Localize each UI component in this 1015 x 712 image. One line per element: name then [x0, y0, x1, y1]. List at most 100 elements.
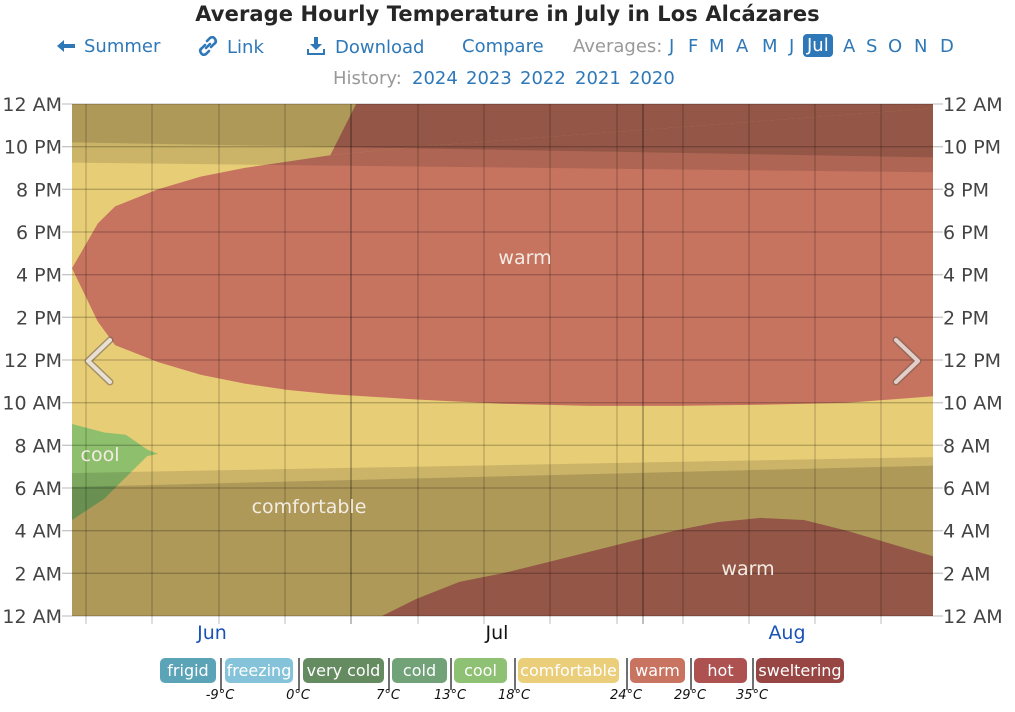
region-labels: comfortable cool warm warm	[81, 247, 775, 580]
x-tick-label: Jun	[196, 622, 227, 644]
legend-separator	[298, 658, 300, 690]
grid-lines	[62, 103, 943, 624]
y-tick-label-right: 12 AM	[943, 606, 1003, 628]
next-month-arrow[interactable]	[892, 336, 922, 386]
y-tick-label-left: 2 AM	[14, 563, 62, 585]
y-tick-label-left: 6 PM	[16, 222, 62, 244]
legend-item-very-cold: very cold	[303, 658, 384, 683]
y-tick-label-right: 10 AM	[943, 393, 1003, 415]
compare-link[interactable]: Compare	[462, 36, 544, 57]
region-warm-night	[382, 517, 933, 616]
legend-threshold-label: -9°C	[205, 688, 235, 703]
legend-separator	[388, 658, 390, 690]
month-sep[interactable]: S	[866, 36, 878, 57]
toolbar: Summer Link Download Compare Averages: J…	[0, 34, 1015, 64]
legend-item-freezing: freezing	[225, 658, 293, 683]
month-aug[interactable]: A	[843, 36, 856, 57]
y-tick-label-right: 2 PM	[943, 307, 989, 329]
region-label-warm-night: warm	[721, 558, 774, 580]
region-cool	[72, 424, 159, 520]
y-tick-label-left: 10 AM	[2, 393, 62, 415]
legend-threshold-label: 18°C	[497, 688, 531, 703]
month-jul[interactable]: Jul	[803, 34, 833, 57]
night-overlay	[72, 104, 933, 616]
download-button[interactable]: Download	[306, 36, 424, 58]
download-label: Download	[335, 37, 425, 58]
history-year-2021[interactable]: 2021	[575, 68, 621, 89]
month-apr[interactable]: A	[736, 36, 749, 57]
legend: frigid freezing very cold cold cool comfortab…	[0, 658, 1015, 712]
y-tick-label-right: 4 PM	[943, 265, 989, 287]
history-year-2020[interactable]: 2020	[629, 68, 675, 89]
y-tick-label-right: 12 AM	[943, 94, 1003, 116]
twilight-overlay-evening	[72, 142, 933, 173]
y-tick-label-left: 12 PM	[4, 350, 62, 372]
temperature-chart: 12 AM 12 AM 2 AM 2 AM 4 AM 4 AM 6 AM 6 AM 8 AM 8 …	[2, 94, 1002, 644]
history-year-2022[interactable]: 2022	[520, 68, 566, 89]
region-label-cool: cool	[81, 444, 120, 466]
y-tick-label-left: 6 AM	[14, 478, 62, 500]
legend-separator	[450, 658, 452, 690]
y-tick-label-right: 12 PM	[943, 350, 1001, 372]
y-tick-label-right: 10 PM	[943, 137, 1001, 159]
plot-regions	[72, 104, 933, 616]
legend-item-warm: warm	[630, 658, 685, 683]
y-tick-label-left: 8 PM	[16, 179, 62, 201]
chevron-left-icon	[86, 338, 112, 384]
legend-item-frigid: frigid	[160, 658, 216, 683]
y-tick-label-right: 6 PM	[943, 222, 989, 244]
y-tick-label-right: 8 PM	[943, 179, 989, 201]
legend-threshold-label: 7°C	[376, 688, 400, 703]
history-label: History:	[333, 68, 402, 89]
x-tick-label: Jul	[485, 622, 509, 644]
axes: 12 AM 12 AM 2 AM 2 AM 4 AM 4 AM 6 AM 6 AM 8 AM 8 …	[2, 94, 1002, 644]
legend-separator	[514, 658, 516, 690]
month-feb[interactable]: F	[688, 36, 699, 57]
night-overlay-evening	[72, 104, 933, 158]
region-label-warm-day: warm	[498, 247, 551, 269]
link-icon	[198, 35, 218, 57]
month-jan[interactable]: J	[669, 36, 675, 57]
y-tick-label-left: 2 PM	[16, 307, 62, 329]
legend-threshold-label: 24°C	[609, 688, 643, 703]
back-summer-label: Summer	[84, 36, 161, 57]
month-dec[interactable]: D	[940, 36, 954, 57]
legend-threshold-label: 0°C	[286, 688, 310, 703]
legend-separator	[752, 658, 754, 690]
y-tick-label-right: 4 AM	[943, 521, 991, 543]
y-tick-label-left: 8 AM	[14, 435, 62, 457]
back-summer-link[interactable]: Summer	[56, 36, 160, 57]
y-tick-label-left: 4 PM	[16, 265, 62, 287]
prev-month-arrow[interactable]	[84, 336, 114, 386]
link-label: Link	[227, 37, 264, 58]
history-year-2024[interactable]: 2024	[412, 68, 458, 89]
month-may[interactable]: M	[762, 36, 778, 57]
legend-item-hot: hot	[694, 658, 747, 683]
month-nov[interactable]: N	[914, 36, 928, 57]
month-jun[interactable]: J	[789, 36, 795, 57]
history-bar: History: 2024 2023 2022 2021 2020	[0, 68, 1015, 94]
legend-separator	[626, 658, 628, 690]
y-tick-label-right: 8 AM	[943, 435, 991, 457]
y-tick-label-right: 2 AM	[943, 563, 991, 585]
y-tick-label-right: 6 AM	[943, 478, 991, 500]
region-label-comfortable: comfortable	[252, 496, 367, 518]
legend-separator	[690, 658, 692, 690]
legend-item-sweltering: sweltering	[756, 658, 844, 683]
region-warm-day	[72, 108, 933, 406]
history-year-2023[interactable]: 2023	[466, 68, 512, 89]
link-button[interactable]: Link	[198, 35, 264, 58]
x-tick-label: Aug	[768, 622, 805, 644]
legend-item-cool: cool	[454, 658, 507, 683]
legend-item-comfortable: comfortable	[518, 658, 619, 683]
legend-threshold-label: 13°C	[433, 688, 467, 703]
night-overlay-morning	[72, 465, 933, 616]
y-tick-label-left: 12 AM	[2, 606, 62, 628]
month-oct[interactable]: O	[888, 36, 903, 57]
month-mar[interactable]: M	[709, 36, 725, 57]
legend-threshold-label: 35°C	[735, 688, 769, 703]
page-title: Average Hourly Temperature in July in Lo…	[195, 2, 820, 26]
averages-label: Averages:	[573, 36, 663, 57]
legend-separator	[220, 658, 222, 690]
y-tick-label-left: 10 PM	[4, 137, 62, 159]
